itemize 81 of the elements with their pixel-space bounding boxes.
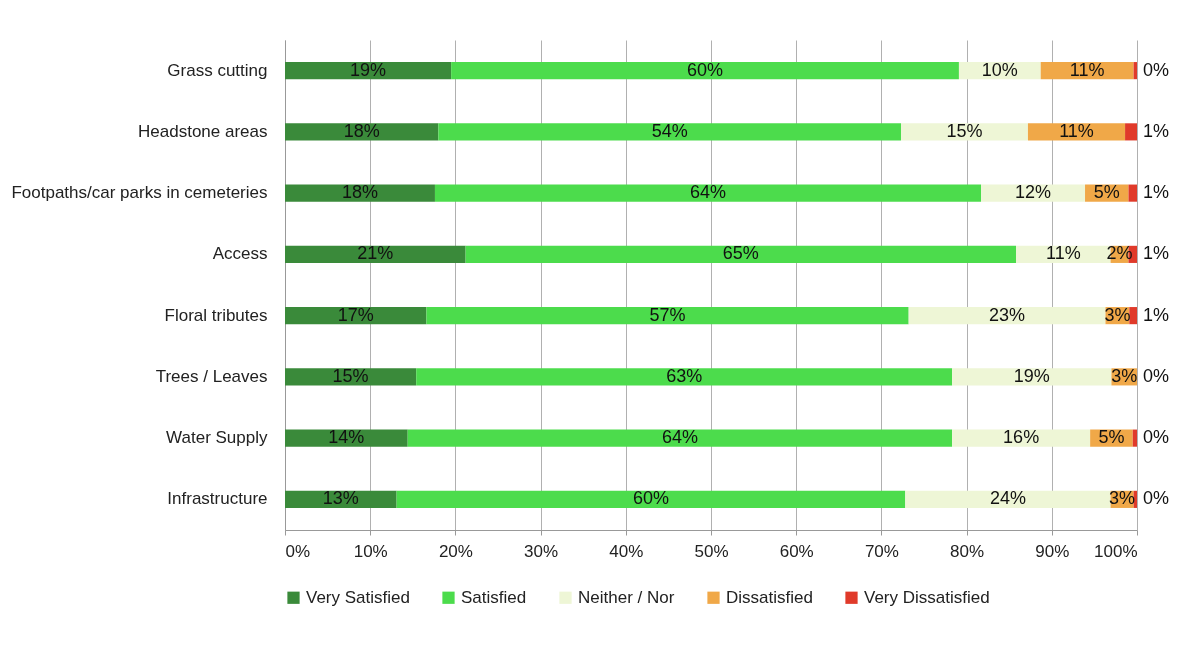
x-tick-label: 90%: [1035, 541, 1070, 561]
data-label: 11%: [1059, 120, 1094, 141]
x-tick-label: 20%: [438, 541, 473, 561]
data-label: 1%: [1143, 182, 1170, 203]
x-tick-label: 100%: [1094, 541, 1138, 561]
bar: [407, 429, 953, 447]
x-tick-label: 0%: [285, 541, 311, 561]
bar: [285, 245, 466, 263]
y-tick-label: Infrastructure: [167, 489, 268, 509]
data-label: 64%: [690, 182, 727, 203]
data-label: 19%: [1013, 365, 1050, 386]
data-label: 18%: [341, 182, 378, 203]
x-tick-label: 30%: [524, 541, 559, 561]
data-label: 0%: [1143, 365, 1170, 386]
data-label: 16%: [1003, 427, 1040, 448]
data-label: 15%: [332, 365, 369, 386]
x-tick-label: 80%: [950, 541, 985, 561]
legend-label: Very Satisfied: [306, 587, 410, 607]
y-tick-label: Access: [212, 244, 268, 264]
data-label: 24%: [989, 488, 1026, 509]
bar: [426, 307, 909, 325]
bar: [465, 245, 1017, 263]
legend-label: Very Dissatisfied: [864, 587, 990, 607]
data-label: 3%: [1109, 488, 1136, 509]
data-label: 60%: [632, 488, 669, 509]
bar: [416, 368, 953, 386]
data-label: 3%: [1104, 304, 1131, 325]
legend-label: Satisfied: [461, 587, 527, 607]
data-label: 11%: [1069, 59, 1105, 80]
data-label: 5%: [1093, 182, 1120, 203]
data-label: 18%: [343, 120, 380, 141]
data-label: 65%: [722, 243, 759, 264]
data-label: 1%: [1143, 120, 1170, 141]
x-tick-label: 60%: [779, 541, 814, 561]
bar: [952, 368, 1112, 386]
bar: [905, 490, 1111, 508]
bar: [1132, 429, 1137, 447]
data-label: 1%: [1143, 304, 1170, 325]
y-tick-label: Grass cutting: [167, 60, 268, 80]
data-label: 12%: [1015, 182, 1052, 203]
bar: [285, 307, 427, 325]
data-label: 60%: [687, 59, 724, 80]
data-label: 64%: [661, 427, 698, 448]
data-label: 21%: [357, 243, 394, 264]
data-label: 15%: [946, 120, 983, 141]
bar: [1128, 184, 1137, 202]
y-tick-label: Footpaths/car parks in cemeteries: [11, 183, 268, 203]
bar: [908, 307, 1106, 325]
data-label: 0%: [1143, 488, 1170, 509]
data-label: 1%: [1143, 243, 1170, 264]
y-tick-label: Headstone areas: [138, 121, 268, 141]
x-tick-label: 40%: [609, 541, 644, 561]
data-label: 17%: [337, 304, 374, 325]
data-label: 63%: [666, 365, 703, 386]
data-label: 23%: [989, 304, 1026, 325]
data-label: 3%: [1111, 365, 1138, 386]
bar: [1125, 123, 1137, 141]
bar: [434, 184, 982, 202]
y-tick-label: Water Supply: [166, 428, 268, 448]
data-label: 10%: [981, 59, 1018, 80]
data-label: 11%: [1045, 243, 1081, 264]
bar: [451, 62, 959, 80]
data-label: 13%: [322, 488, 359, 509]
data-label: 19%: [350, 59, 387, 80]
data-label: 14%: [328, 427, 365, 448]
legend-label: Dissatisfied: [726, 587, 813, 607]
bar: [1129, 307, 1137, 325]
bar: [396, 490, 906, 508]
bar: [285, 62, 452, 80]
data-label: 57%: [649, 304, 686, 325]
x-tick-label: 50%: [694, 541, 729, 561]
data-label: 0%: [1143, 59, 1170, 80]
data-label: 0%: [1143, 427, 1170, 448]
legend-label: Neither / Nor: [578, 587, 675, 607]
data-label: 5%: [1098, 427, 1125, 448]
data-label: 54%: [651, 120, 688, 141]
y-tick-label: Floral tributes: [164, 305, 268, 325]
x-tick-label: 10%: [353, 541, 388, 561]
bar: [438, 123, 901, 141]
x-tick-label: 70%: [864, 541, 899, 561]
y-tick-label: Trees / Leaves: [155, 366, 268, 386]
